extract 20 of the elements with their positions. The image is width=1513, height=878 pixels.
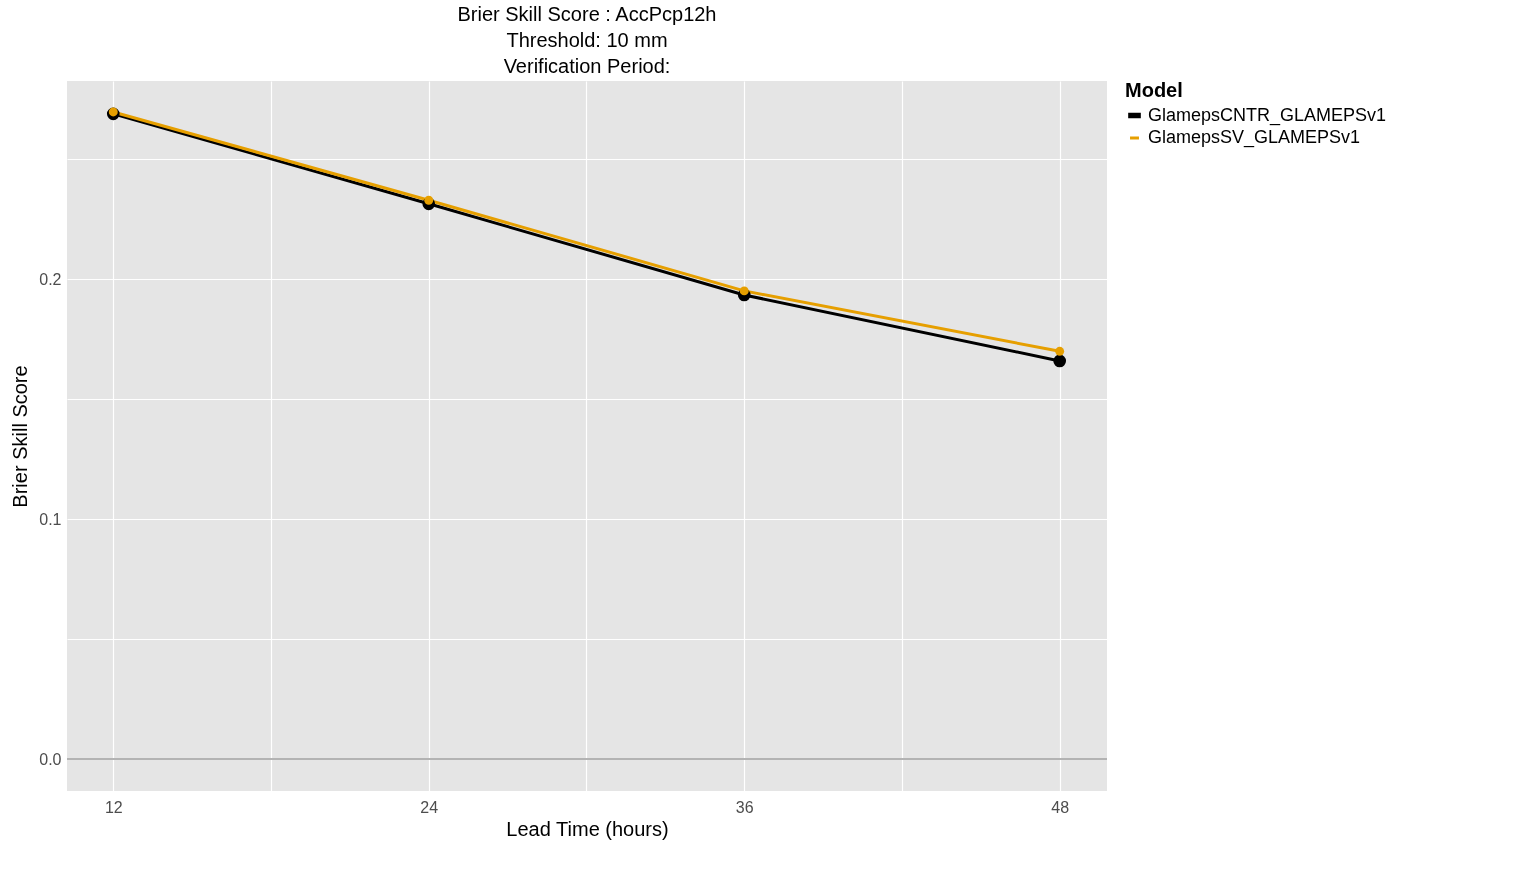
point <box>1053 354 1066 368</box>
y-axis-title: Brier Skill Score <box>9 365 32 508</box>
text: Verification Period: <box>503 55 671 77</box>
point <box>108 107 118 117</box>
legend-label: GlamepsSV_GLAMEPSv1 <box>1148 127 1361 148</box>
legend-title: Model <box>1125 79 1183 101</box>
text: Threshold: 10 mm <box>506 29 668 51</box>
legend-label: GlamepsCNTR_GLAMEPSv1 <box>1148 104 1387 126</box>
x-tick-label: 48 <box>1051 798 1070 816</box>
x-tick-label: 36 <box>735 798 754 816</box>
text: Brier Skill Score : AccPcp12h <box>457 3 717 25</box>
y-tick-label: 0.0 <box>39 750 62 768</box>
x-tick-label: 24 <box>420 798 439 816</box>
point <box>1055 346 1065 356</box>
point <box>739 286 749 296</box>
point <box>424 195 434 205</box>
y-tick-label: 0.1 <box>39 510 62 528</box>
x-tick-label: 12 <box>104 798 123 816</box>
y-tick-label: 0.2 <box>39 270 62 288</box>
x-axis-title: Lead Time (hours) <box>506 817 669 840</box>
